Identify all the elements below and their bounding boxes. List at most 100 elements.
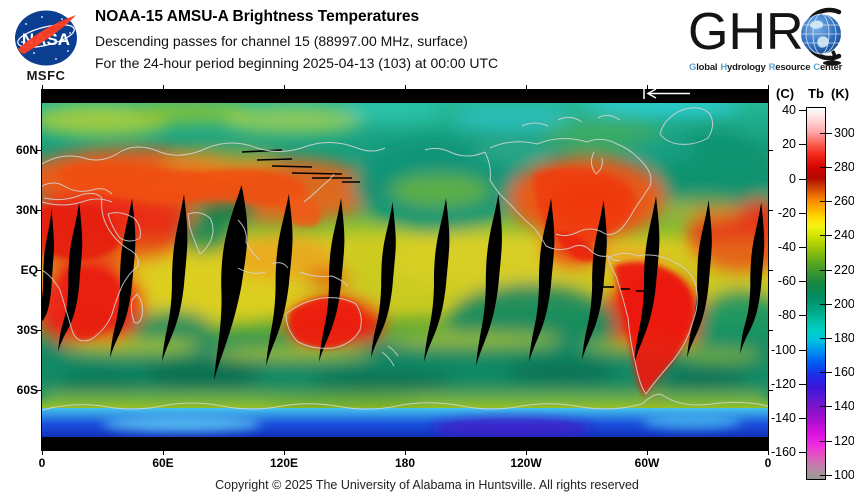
header-titles: NOAA-15 AMSU-A Brightness Temperatures D… — [95, 8, 655, 77]
copyright-text: Copyright © 2025 The University of Alaba… — [215, 478, 639, 492]
colorbar-kelvin-label: 280 — [834, 159, 854, 174]
colorbar-kelvin-tick — [820, 166, 832, 168]
ghrc-tagline-word: ydrology — [727, 62, 766, 73]
lat-label: 60N — [15, 143, 38, 157]
ghrc-tagline-initial: R — [768, 62, 776, 73]
swath-start-arrow-icon — [643, 88, 690, 99]
lat-tick-right — [768, 330, 773, 331]
colorbar-celsius-label: -60 — [777, 274, 796, 289]
subtitle-period: For the 24-hour period beginning 2025-04… — [95, 55, 499, 71]
colorbar-kelvin-label: 240 — [834, 228, 854, 243]
colorbar-celsius-tick — [799, 281, 806, 283]
nasa-logo: NASA MSFC — [12, 9, 80, 85]
colorbar-kelvin-label: 180 — [834, 330, 854, 345]
lat-tick-right — [768, 210, 773, 211]
south-pole-gap-band — [42, 437, 768, 450]
colorbar-kelvin-tick — [820, 235, 832, 237]
colorbar-celsius-tick — [799, 212, 806, 214]
lon-label: 120W — [510, 456, 542, 470]
lon-tick-top — [526, 85, 527, 90]
lon-tick-bottom — [42, 450, 43, 455]
lat-tick-left — [37, 270, 42, 271]
colorbar-celsius-tick — [799, 247, 806, 249]
brightness-temperature-map — [9, 89, 797, 451]
colorbar-unit-tb: Tb — [808, 86, 824, 101]
colorbar — [806, 107, 826, 480]
colorbar-celsius-label: -120 — [770, 376, 796, 391]
lon-tick-top — [647, 85, 648, 90]
colorbar-celsius-tick — [799, 144, 806, 146]
lon-label: 180 — [394, 456, 416, 470]
lon-tick-bottom — [405, 450, 406, 455]
lat-tick-right — [768, 270, 773, 271]
lat-label: 60S — [16, 383, 38, 397]
colorbar-kelvin-tick — [820, 474, 832, 476]
colorbar-kelvin-label: 260 — [834, 194, 854, 209]
lat-label: EQ — [20, 263, 38, 277]
map-canvas — [9, 90, 797, 450]
colorbar-kelvin-tick — [820, 269, 832, 271]
colorbar-celsius-label: -40 — [777, 240, 796, 255]
colorbar-kelvin-label: 100 — [834, 467, 854, 482]
colorbar-celsius-label: -80 — [777, 308, 796, 323]
lon-label: 60E — [152, 456, 174, 470]
colorbar-unit-celsius: (C) — [776, 86, 795, 101]
lon-tick-top — [768, 85, 769, 90]
colorbar-kelvin-label: 300 — [834, 125, 854, 140]
colorbar-celsius-tick — [799, 418, 806, 420]
lon-label: 120E — [269, 456, 299, 470]
colorbar-celsius-tick — [799, 383, 806, 385]
lat-tick-left — [37, 330, 42, 331]
lon-label: 0 — [38, 456, 46, 470]
colorbar-kelvin-tick — [820, 372, 832, 374]
colorbar-kelvin-tick — [820, 337, 832, 339]
lon-tick-bottom — [163, 450, 164, 455]
lon-tick-top — [284, 85, 285, 90]
colorbar-celsius-label: 40 — [782, 103, 796, 118]
colorbar-kelvin-label: 200 — [834, 296, 854, 311]
ghrc-globe-icon — [801, 7, 842, 66]
lat-tick-left — [37, 210, 42, 211]
lon-tick-bottom — [647, 450, 648, 455]
subtitle-channel: Descending passes for channel 15 (88997.… — [95, 33, 468, 49]
colorbar-celsius-label: -160 — [770, 445, 796, 460]
lat-tick-right — [768, 390, 773, 391]
ghrc-tagline-word: enter — [819, 62, 843, 73]
lat-tick-right — [768, 150, 773, 151]
coastlines — [41, 107, 769, 411]
colorbar-celsius-label: 20 — [782, 137, 796, 152]
colorbar-celsius-tick — [799, 178, 806, 180]
colorbar-celsius-label: -140 — [770, 411, 796, 426]
colorbar-kelvin-tick — [820, 440, 832, 442]
lon-tick-top — [163, 85, 164, 90]
ghrc-wordmark: GHR — [688, 3, 804, 61]
msfc-label: MSFC — [26, 68, 66, 83]
colorbar-kelvin-label: 220 — [834, 262, 854, 277]
lat-tick-left — [37, 150, 42, 151]
lon-tick-top — [42, 85, 43, 90]
colorbar-celsius-label: 0 — [789, 171, 796, 186]
colorbar-kelvin-tick — [820, 201, 832, 203]
colorbar-celsius-label: -100 — [770, 342, 796, 357]
colorbar-celsius-tick — [799, 452, 806, 454]
page-title: NOAA-15 AMSU-A Brightness Temperatures — [95, 8, 420, 25]
colorbar-kelvin-tick — [820, 132, 832, 134]
lon-label: 0 — [764, 456, 772, 470]
colorbar-kelvin-label: 160 — [834, 365, 854, 380]
colorbar-kelvin-tick — [820, 406, 832, 408]
ghrc-tagline-word: lobal — [696, 62, 718, 73]
ghrc-logo: GHR Gl — [686, 2, 850, 82]
lon-label: 60W — [634, 456, 660, 470]
lon-tick-bottom — [284, 450, 285, 455]
lat-label: 30S — [16, 323, 38, 337]
ghrc-tagline-initial: H — [720, 62, 728, 73]
north-pole-gap-band — [42, 90, 768, 103]
lon-tick-bottom — [526, 450, 527, 455]
lon-tick-bottom — [768, 450, 769, 455]
lat-label: 30N — [15, 203, 38, 217]
colorbar-kelvin-label: 120 — [834, 433, 854, 448]
ghrc-tagline-word: esource — [775, 62, 811, 73]
ghrc-tagline-initial: G — [689, 62, 697, 73]
lat-tick-left — [37, 390, 42, 391]
